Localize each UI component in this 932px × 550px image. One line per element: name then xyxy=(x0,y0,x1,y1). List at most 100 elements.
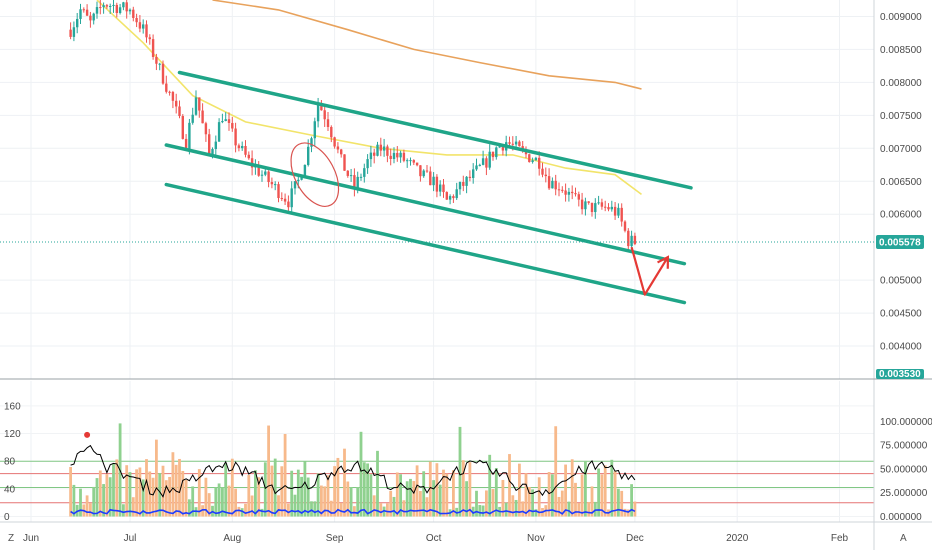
volume-bar xyxy=(574,482,577,517)
candle-body xyxy=(264,171,267,175)
candle-body xyxy=(320,103,323,111)
volume-bar xyxy=(531,489,534,517)
indicator-left-tick-label: 80 xyxy=(4,457,16,468)
volume-bar xyxy=(577,503,581,517)
candle-body xyxy=(175,100,178,107)
candle-body xyxy=(491,151,495,158)
volume-bar xyxy=(300,476,303,517)
candle-body xyxy=(633,235,637,245)
signal-marker xyxy=(84,431,91,438)
volume-bar xyxy=(570,459,574,517)
candle-body xyxy=(613,206,617,216)
volume-bar xyxy=(346,481,350,517)
candle-body xyxy=(231,122,234,129)
volume-bar xyxy=(557,496,561,517)
volume-bar xyxy=(313,501,317,517)
volume-bar xyxy=(402,500,406,517)
volume-bar xyxy=(214,487,218,517)
volume-bar xyxy=(287,503,290,517)
candle-body xyxy=(307,146,310,165)
volume-bar xyxy=(270,465,274,517)
zoom-reset-button[interactable]: Z xyxy=(8,533,14,544)
candle-body xyxy=(422,170,425,177)
candle-body xyxy=(313,121,316,139)
volume-bar xyxy=(603,465,607,517)
candle-body xyxy=(584,201,587,210)
candle-body xyxy=(151,39,155,57)
candle-body xyxy=(478,164,481,166)
volume-bar xyxy=(554,426,558,517)
candle-body xyxy=(293,181,297,189)
volume-bar xyxy=(158,472,162,517)
candle-body xyxy=(128,9,132,12)
candle-body xyxy=(363,168,366,177)
candle-body xyxy=(518,141,521,147)
candle-body xyxy=(627,230,630,247)
candle-body xyxy=(452,196,455,199)
candle-body xyxy=(501,146,505,151)
candle-body xyxy=(224,119,227,121)
volume-bar xyxy=(247,475,251,517)
candle-body xyxy=(122,2,125,8)
volume-bar xyxy=(392,496,396,517)
channel-line xyxy=(164,143,687,266)
channel-line xyxy=(177,70,693,190)
volume-bar xyxy=(386,503,389,517)
candle-body xyxy=(392,152,396,159)
price-axis[interactable]: 0.009000 0.008500 0.008000 0.007500 0.007000… xyxy=(880,12,922,353)
volume-bar xyxy=(551,474,554,517)
candle-body xyxy=(290,188,293,208)
candle-body xyxy=(600,202,604,207)
volume-bar xyxy=(362,462,366,517)
candle-body xyxy=(462,181,465,186)
price-tick-label: 0.005000 xyxy=(880,276,922,287)
auto-scale-button[interactable]: A xyxy=(900,533,907,544)
candle-body xyxy=(610,206,613,210)
price-tick-label: 0.004000 xyxy=(880,342,922,353)
candle-body xyxy=(343,154,346,171)
volume-bar xyxy=(372,495,376,517)
indicator-axis-right: 100.000000 75.000000 50.000000 25.000000 0.0… xyxy=(880,417,932,523)
candle-body xyxy=(521,146,524,150)
volume-bar xyxy=(491,489,495,517)
volume-bar xyxy=(135,469,138,517)
volume-bar xyxy=(217,483,221,517)
volume-bar xyxy=(260,508,264,517)
volume-bar xyxy=(409,478,412,517)
candle-body xyxy=(561,189,564,191)
candle-body xyxy=(201,110,204,124)
candle-body xyxy=(373,152,376,156)
time-axis[interactable]: Jun Jul Aug Sep Oct Nov Dec 2020 Feb xyxy=(23,533,849,544)
candle-body xyxy=(181,116,184,139)
volume-bar xyxy=(339,502,343,517)
volume-bar xyxy=(597,468,600,517)
indicator-left-tick-label: 40 xyxy=(4,484,16,495)
candle-body xyxy=(498,146,501,148)
candle-body xyxy=(155,56,158,64)
candle-body xyxy=(511,143,514,145)
volume-bar xyxy=(617,488,620,517)
volume-bar xyxy=(468,462,472,517)
candle-body xyxy=(425,170,429,172)
volume-bar xyxy=(98,470,102,517)
candle-body xyxy=(604,206,607,208)
volume-bar xyxy=(257,477,261,517)
volume-bar xyxy=(438,484,442,517)
volume-bar xyxy=(405,481,409,517)
indicator-left-tick-label: 0 xyxy=(4,512,10,523)
volume-bar xyxy=(521,501,525,517)
candle-body xyxy=(82,9,85,11)
volume-bar xyxy=(323,486,327,517)
channel-line xyxy=(164,182,687,305)
candle-body xyxy=(323,110,326,120)
candle-body xyxy=(198,97,201,111)
candle-body xyxy=(435,176,439,192)
volume-bar xyxy=(102,484,105,517)
candle-body xyxy=(346,170,349,176)
volume-bar xyxy=(356,487,360,517)
candle-body xyxy=(125,2,128,12)
volume-bar xyxy=(518,463,521,517)
candle-body xyxy=(472,169,475,178)
candle-body xyxy=(399,152,402,158)
